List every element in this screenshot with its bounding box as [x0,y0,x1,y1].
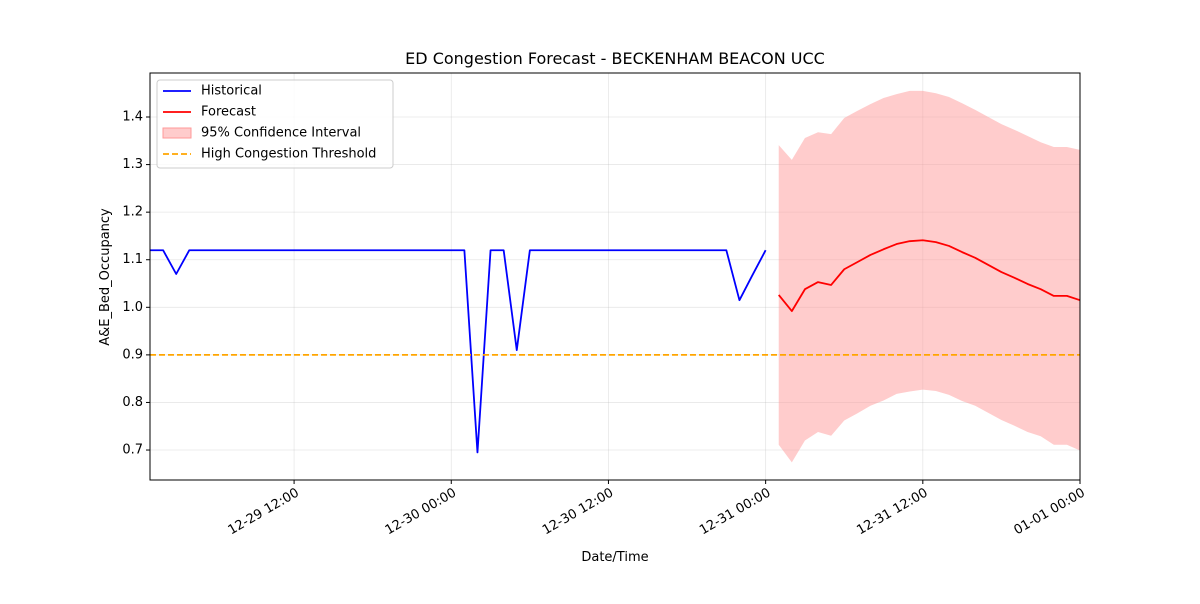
legend-swatch [162,127,192,139]
x-axis-label: Date/Time [581,550,648,565]
y-tick-label: 0.9 [122,347,143,362]
series-line [778,239,1081,313]
legend-label: 95% Confidence Interval [201,126,361,141]
y-tick-label: 1.0 [122,300,143,315]
y-tick-label: 1.3 [122,157,143,172]
legend-label: Forecast [201,105,256,120]
legend: Historical Forecast 95% Confidence Interva… [156,79,394,169]
series-line [150,249,767,454]
y-tick-label: 1.4 [122,110,143,125]
y-tick-label: 1.2 [122,205,143,220]
y-tick-label: 1.1 [122,252,143,267]
legend-label: Historical [201,84,262,99]
legend-box [156,79,394,169]
legend-label: High Congestion Threshold [201,147,376,162]
confidence-band [778,90,1080,463]
y-axis-label: A&E_Bed_Occupancy [98,208,113,346]
chart-title: ED Congestion Forecast - BECKENHAM BEACO… [405,49,825,68]
y-tick-label: 0.7 [122,443,143,458]
plot-frame [149,72,1081,481]
y-tick-label: 0.8 [122,395,143,410]
